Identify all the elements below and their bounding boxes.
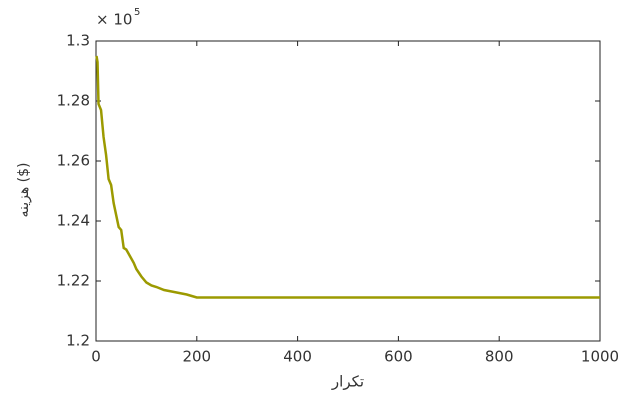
y-tick-label: 1.3 (66, 32, 90, 50)
y-tick-label: 1.26 (57, 152, 90, 170)
x-tick-label: 200 (182, 348, 211, 366)
x-tick-label: 0 (91, 348, 101, 366)
x-tick-label: 1000 (581, 348, 619, 366)
y-tick-label: 1.24 (57, 212, 90, 230)
axes-box (95, 40, 601, 342)
data-line (95, 55, 600, 299)
axis-exponent: 5 (134, 7, 140, 18)
x-tick-label: 800 (485, 348, 514, 366)
y-axis-label: هزینه ($) (16, 162, 32, 217)
y-tick-label: 1.2 (66, 332, 90, 350)
x-axis-label: تکرار (331, 373, 364, 391)
axis-multiplier: × 10 (96, 11, 132, 29)
y-tick-label: 1.22 (57, 272, 90, 290)
y-tick-label: 1.28 (57, 92, 90, 110)
x-tick-label: 400 (283, 348, 312, 366)
x-tick-label: 600 (384, 348, 413, 366)
